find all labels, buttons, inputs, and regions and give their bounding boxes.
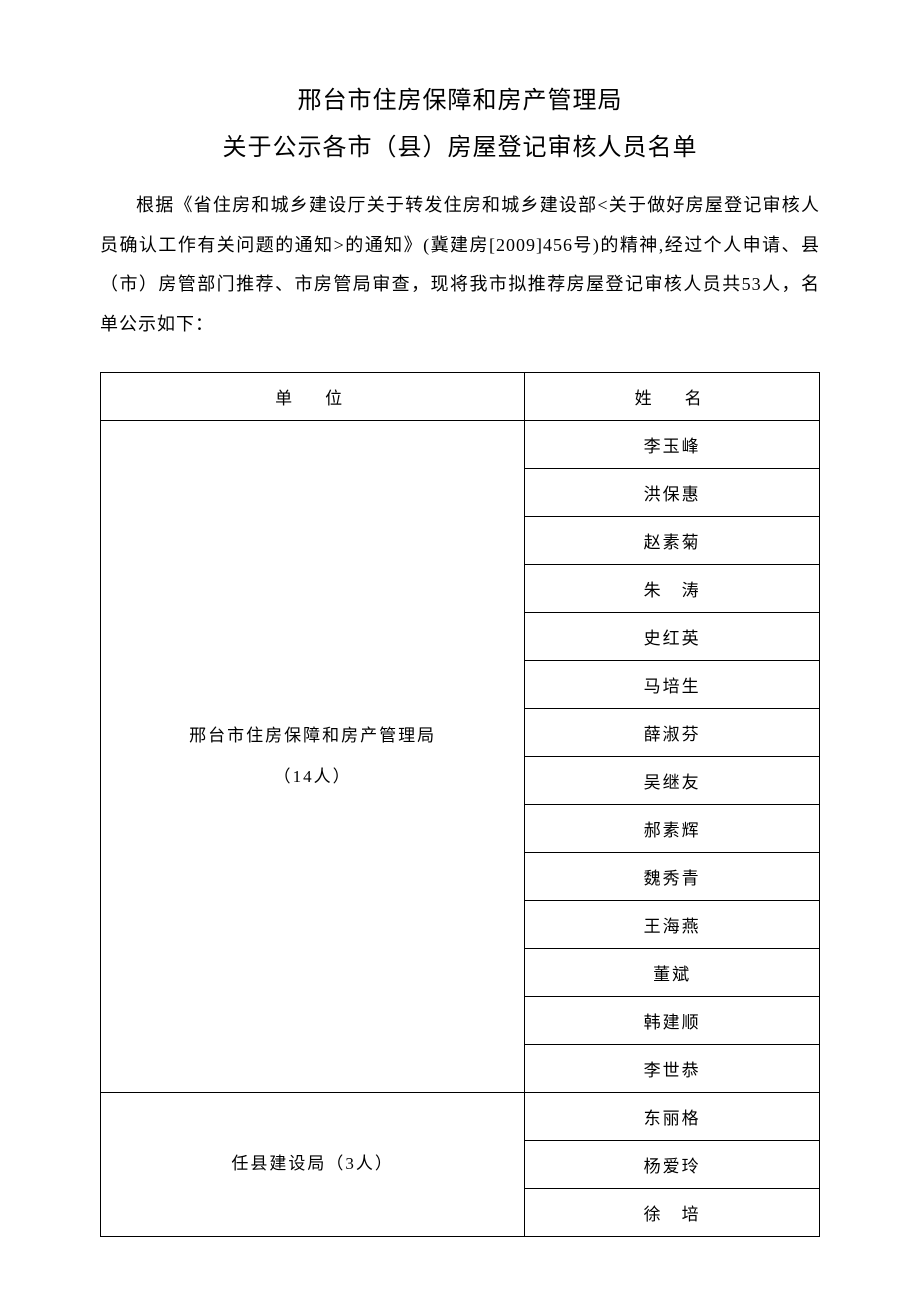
name-cell: 赵素菊: [525, 517, 820, 565]
unit-name-0: 邢台市住房保障和房产管理局: [101, 716, 524, 757]
name-cell: 史红英: [525, 613, 820, 661]
name-cell: 韩建顺: [525, 997, 820, 1045]
name-cell: 吴继友: [525, 757, 820, 805]
name-cell: 郝素辉: [525, 805, 820, 853]
name-cell: 李玉峰: [525, 421, 820, 469]
document-body-paragraph: 根据《省住房和城乡建设厅关于转发住房和城乡建设部<关于做好房屋登记审核人员确认工…: [100, 186, 820, 344]
header-name: 姓 名: [525, 373, 820, 421]
name-cell: 李世恭: [525, 1045, 820, 1093]
name-cell: 杨爱玲: [525, 1141, 820, 1189]
name-cell: 洪保惠: [525, 469, 820, 517]
table-row: 邢台市住房保障和房产管理局 （14人） 李玉峰: [101, 421, 820, 469]
name-cell: 马培生: [525, 661, 820, 709]
name-cell: 朱 涛: [525, 565, 820, 613]
unit-name-1: 任县建设局（3人）: [231, 1154, 394, 1173]
table-row: 任县建设局（3人） 东丽格: [101, 1093, 820, 1141]
personnel-table: 单 位 姓 名 邢台市住房保障和房产管理局 （14人） 李玉峰 洪保惠 赵素菊 …: [100, 372, 820, 1237]
table-header-row: 单 位 姓 名: [101, 373, 820, 421]
header-unit: 单 位: [101, 373, 525, 421]
document-title-line1: 邢台市住房保障和房产管理局: [100, 80, 820, 115]
name-cell: 董斌: [525, 949, 820, 997]
name-cell: 王海燕: [525, 901, 820, 949]
unit-cell-1: 任县建设局（3人）: [101, 1093, 525, 1237]
unit-cell-0: 邢台市住房保障和房产管理局 （14人）: [101, 421, 525, 1093]
unit-count-0: （14人）: [101, 757, 524, 798]
name-cell: 东丽格: [525, 1093, 820, 1141]
name-cell: 魏秀青: [525, 853, 820, 901]
document-title-line2: 关于公示各市（县）房屋登记审核人员名单: [100, 127, 820, 162]
name-cell: 薛淑芬: [525, 709, 820, 757]
name-cell: 徐 培: [525, 1189, 820, 1237]
